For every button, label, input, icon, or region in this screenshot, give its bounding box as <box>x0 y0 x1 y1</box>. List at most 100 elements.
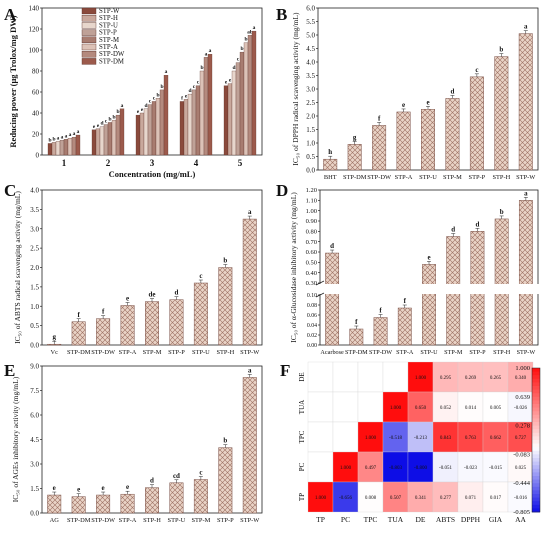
significance-label: a <box>524 189 528 197</box>
x-tick-label: STP-H <box>216 349 234 356</box>
bar <box>397 307 412 346</box>
bar <box>251 30 257 156</box>
y-tick-label: 2.5 <box>306 99 315 107</box>
heatmap-cell <box>482 481 509 513</box>
colorbar-segment <box>532 393 540 398</box>
bar <box>187 93 193 156</box>
significance-label: b <box>156 92 159 98</box>
y-tick-label: 60 <box>32 89 40 97</box>
colorbar-segment <box>532 371 540 376</box>
y-tick-label: 100 <box>29 47 40 55</box>
significance-label: d <box>475 220 479 228</box>
x-tick-label: STP-U <box>192 349 210 356</box>
significance-label: e <box>77 486 80 494</box>
significance-label: e <box>53 484 56 492</box>
y-tick-label: 0.5 <box>30 322 39 330</box>
colorbar-segment <box>532 483 540 488</box>
y-tick-label: 2.5 <box>30 245 39 253</box>
significance-label: c <box>105 119 108 125</box>
colorbar-segment <box>532 476 540 480</box>
bar <box>71 321 86 346</box>
legend-label: STP-P <box>99 30 117 37</box>
x-tick-label: STP-W <box>516 174 536 181</box>
x-tick-label: STP-U <box>168 517 186 524</box>
colorbar-segment <box>532 407 540 412</box>
significance-label: b <box>200 65 203 71</box>
colorbar-segment <box>532 368 540 372</box>
heatmap-cell <box>482 361 509 393</box>
panel-letter-f: F <box>280 361 290 380</box>
bar <box>207 54 213 156</box>
heatmap-cell <box>432 421 459 453</box>
legend-swatch <box>81 14 97 22</box>
heatmap-value: 0.507 <box>390 496 402 501</box>
significance-label: f <box>77 311 80 319</box>
x-tick-label: STP-A <box>119 349 137 356</box>
bar <box>59 140 65 156</box>
significance-label: e <box>93 124 96 130</box>
y-tick-label: 0.80 <box>306 229 317 236</box>
y-tick-label: 5.0 <box>306 32 315 40</box>
significance-label: e <box>126 294 129 302</box>
significance-label: b <box>160 84 163 90</box>
significance-label: c <box>149 99 152 105</box>
significance-label: e <box>225 80 228 86</box>
y-tick-label: 6.0 <box>306 5 315 13</box>
y-tick-label: 40 <box>32 110 40 118</box>
bar-break-gap <box>324 284 340 294</box>
heatmap-cell <box>332 421 359 453</box>
legend-label: STP-M <box>99 37 119 44</box>
bar <box>107 122 113 156</box>
heatmap-cell <box>357 481 384 513</box>
col-label: ABTS <box>436 515 455 524</box>
colorbar-segment <box>532 461 540 466</box>
bar <box>421 109 435 171</box>
legend-label: STP-W <box>99 8 120 15</box>
heatmap-value: 0.650 <box>415 406 427 411</box>
x-tick-label: 2 <box>106 158 111 168</box>
y-tick-label: 0.10 <box>307 293 317 299</box>
bar <box>373 317 388 346</box>
heatmap-value: 0.843 <box>440 436 452 441</box>
bar <box>235 62 241 156</box>
significance-label: e <box>427 253 430 261</box>
bar <box>169 299 184 346</box>
x-tick-label: 4 <box>194 158 199 168</box>
heatmap-value: 1.000 <box>365 436 377 441</box>
heatmap-value: 1.000 <box>415 376 427 381</box>
heatmap-cell <box>357 391 384 423</box>
colorbar-segment <box>532 504 540 509</box>
y-tick-label: 7.5 <box>30 387 39 395</box>
y-tick-label: 1.00 <box>306 208 317 215</box>
heatmap-value: 0.269 <box>465 376 477 381</box>
significance-label: ab <box>247 29 253 35</box>
bar <box>422 264 436 346</box>
heatmap-value: -0.026 <box>514 406 527 411</box>
colorbar-segment <box>532 472 540 477</box>
bar <box>143 108 149 156</box>
y-tick-label: 0.00 <box>307 343 317 349</box>
significance-label: d <box>451 226 455 234</box>
bar <box>223 85 229 156</box>
colorbar-segment <box>532 432 540 437</box>
significance-label: g <box>353 133 357 141</box>
panel-letter-b: B <box>276 5 287 24</box>
colorbar-segment <box>532 450 540 455</box>
significance-label: c <box>197 80 200 86</box>
heatmap-value: 1.000 <box>340 466 352 471</box>
y-tick-label: 0.60 <box>306 249 317 256</box>
heatmap-cell <box>332 391 359 423</box>
heatmap-value: 0.017 <box>490 496 502 501</box>
heatmap-value: -0.213 <box>414 436 427 441</box>
colorbar-segment <box>532 429 540 434</box>
significance-label: b <box>116 109 119 115</box>
significance-label: h <box>328 148 332 156</box>
heatmap-cell <box>457 481 484 513</box>
bar <box>242 377 257 514</box>
heatmap-value: -0.518 <box>389 436 402 441</box>
bar <box>163 75 169 156</box>
bar <box>193 479 208 514</box>
colorbar-tick-label: 0.639 <box>515 394 530 401</box>
bar <box>139 112 145 156</box>
x-tick-label: STP-A <box>396 349 414 356</box>
